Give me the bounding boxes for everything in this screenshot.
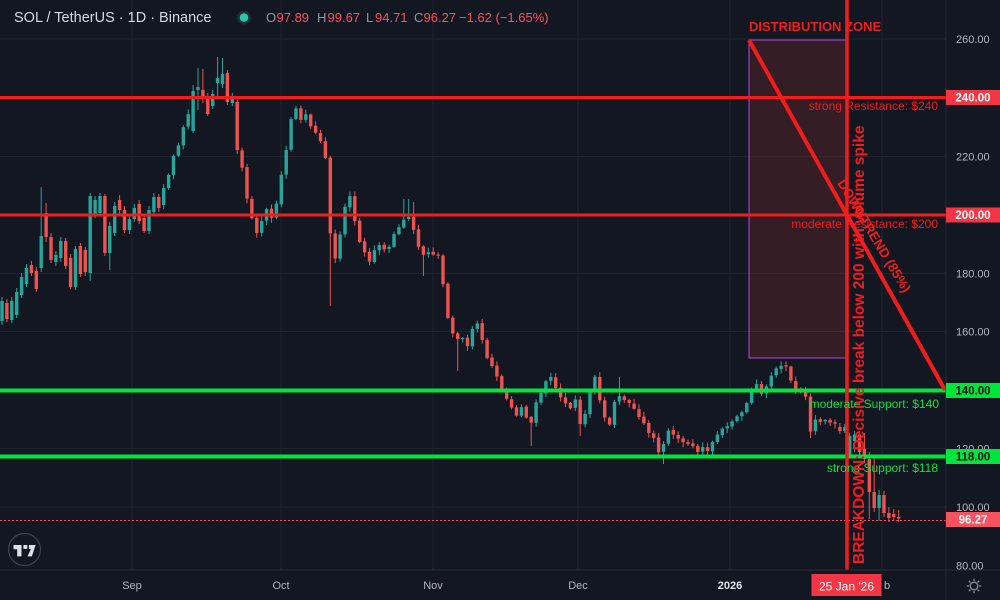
svg-text:DISTRIBUTION ZONE: DISTRIBUTION ZONE — [749, 19, 881, 34]
svg-text:260.00: 260.00 — [956, 34, 990, 46]
svg-text:Nov: Nov — [423, 580, 443, 592]
svg-text:25 Jan '26: 25 Jan '26 — [819, 580, 874, 594]
svg-text:160.00: 160.00 — [956, 327, 990, 339]
svg-text:100.00: 100.00 — [956, 502, 990, 514]
svg-text:Oct: Oct — [272, 580, 289, 592]
svg-text:moderate Resistance: $200: moderate Resistance: $200 — [791, 217, 938, 231]
svg-text:240.00: 240.00 — [955, 93, 990, 105]
svg-text:2026: 2026 — [718, 580, 742, 592]
svg-text:strong Resistance: $240: strong Resistance: $240 — [809, 99, 939, 113]
svg-text:SOL / TetherUS · 1D · Binance: SOL / TetherUS · 1D · Binance — [14, 10, 211, 26]
svg-text:BREAKDOWN: Decisive break belo: BREAKDOWN: Decisive break below 200 with… — [851, 125, 868, 564]
svg-text:180.00: 180.00 — [956, 268, 990, 280]
svg-text:96.27: 96.27 — [959, 515, 988, 527]
svg-text:strong Support: $118: strong Support: $118 — [827, 461, 939, 475]
svg-text:140.00: 140.00 — [955, 386, 990, 398]
svg-text:200.00: 200.00 — [955, 210, 990, 222]
svg-text:118.00: 118.00 — [956, 452, 991, 464]
svg-text:moderate Support: $140: moderate Support: $140 — [810, 397, 940, 411]
svg-text:Sep: Sep — [122, 580, 142, 592]
svg-text:80.00: 80.00 — [956, 561, 984, 573]
svg-text:b: b — [884, 580, 890, 592]
svg-text:Dec: Dec — [568, 580, 588, 592]
svg-text:220.00: 220.00 — [956, 151, 990, 163]
